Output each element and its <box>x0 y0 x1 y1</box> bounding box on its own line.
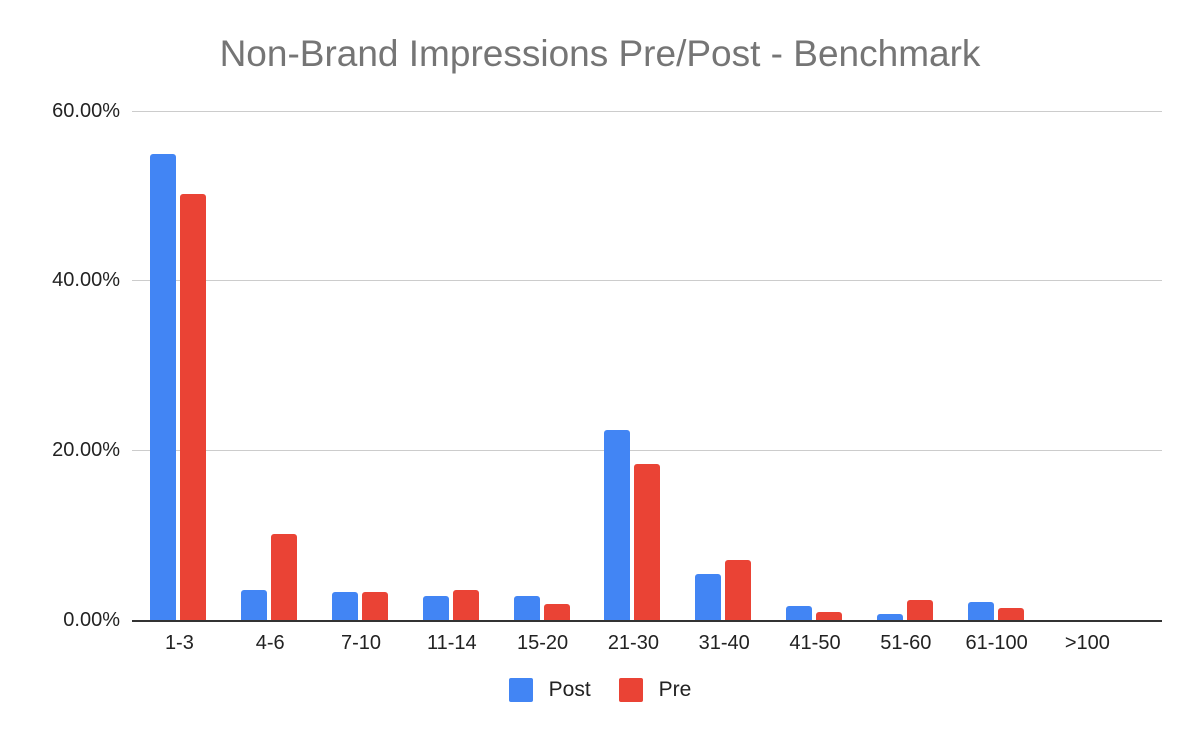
legend-swatch-pre-icon <box>618 678 643 702</box>
x-axis-line <box>132 620 1162 622</box>
x-tick-label: 4-6 <box>255 632 285 654</box>
bar-pre-31-40 <box>725 560 752 620</box>
legend-swatch-post-icon <box>508 678 533 702</box>
x-tick-label: 7-10 <box>340 632 382 654</box>
bar-pre-7-10 <box>362 592 388 620</box>
x-tick-label: 51-60 <box>880 632 932 654</box>
bar-post-51-60 <box>876 614 903 620</box>
bar-post-1-3 <box>150 154 177 620</box>
legend: Post Pre <box>0 678 1200 702</box>
chart-title: Non-Brand Impressions Pre/Post - Benchma… <box>219 33 981 74</box>
x-tick-label: 31-40 <box>698 632 750 654</box>
bar-post-31-40 <box>695 574 722 620</box>
legend-item-pre[interactable]: Pre <box>618 678 692 702</box>
x-tick-label: 21-30 <box>607 632 659 654</box>
bar-pre-61-100 <box>997 608 1024 620</box>
bar-post-15-20 <box>513 596 540 620</box>
bar-post-61-100 <box>967 602 994 620</box>
x-tick-label: 15-20 <box>517 632 569 654</box>
x-tick-label: 41-50 <box>789 632 841 654</box>
x-tick-label: 1-3 <box>164 632 194 654</box>
gridline-40 <box>132 280 1162 281</box>
bar-pre-15-20 <box>543 604 570 620</box>
y-tick-60: 60.00% <box>52 100 120 122</box>
x-tick-label: 61-100 <box>965 632 1028 654</box>
bar-pre-11-14 <box>452 590 479 620</box>
bar-pre-41-50 <box>816 612 842 620</box>
x-tick-label: >100 <box>1064 632 1110 654</box>
x-tick-label: 11-14 <box>426 632 477 654</box>
gridline-60 <box>132 111 1162 112</box>
y-tick-40: 40.00% <box>52 269 120 291</box>
legend-label-post: Post <box>548 678 591 701</box>
y-tick-0: 0.00% <box>63 609 120 631</box>
bar-post-11-14 <box>422 596 449 620</box>
bar-post-7-10 <box>332 592 358 620</box>
bar-pre-4-6 <box>271 534 298 620</box>
bar-pre-51-60 <box>906 600 933 620</box>
legend-item-post[interactable]: Post <box>508 678 591 702</box>
legend-label-pre: Pre <box>658 678 692 701</box>
bar-post-41-50 <box>786 606 812 620</box>
bar-pre-1-3 <box>180 194 207 620</box>
bar-pre-21-30 <box>634 464 661 620</box>
gridline-20 <box>132 450 1162 451</box>
bar-post-4-6 <box>241 590 268 620</box>
bar-post-21-30 <box>604 430 631 620</box>
y-tick-20: 20.00% <box>52 439 120 461</box>
